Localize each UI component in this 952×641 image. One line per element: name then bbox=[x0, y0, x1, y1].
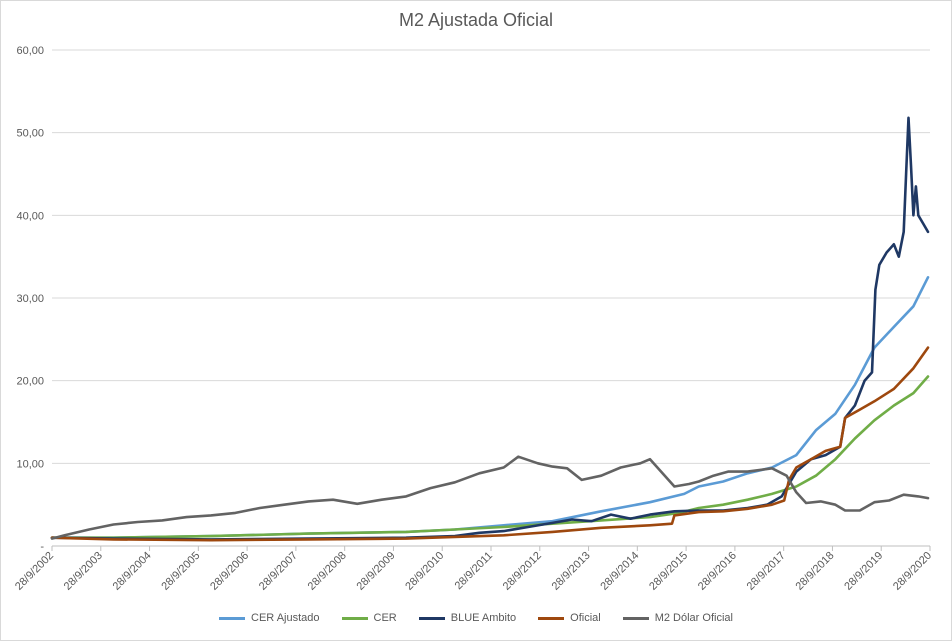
x-tick-label: 28/9/2003 bbox=[62, 550, 105, 593]
chart-title: M2 Ajustada Oficial bbox=[398, 10, 554, 30]
x-tick-label: 28/9/2011 bbox=[453, 550, 496, 593]
series-line-cer bbox=[50, 375, 930, 539]
legend-label: BLUE Ambito bbox=[450, 612, 517, 624]
legend-swatch bbox=[622, 616, 649, 620]
x-tick-label: 28/9/2016 bbox=[696, 550, 739, 593]
x-tick-label: 28/9/2019 bbox=[842, 550, 885, 593]
legend-item: CER Ajustado bbox=[219, 612, 320, 624]
legend-item: Oficial bbox=[538, 612, 601, 624]
y-tick-label: 40,00 bbox=[16, 210, 44, 222]
legend-item: CER bbox=[341, 612, 397, 624]
legend-label: Oficial bbox=[570, 612, 601, 624]
x-tick-label: 28/9/2015 bbox=[647, 550, 690, 593]
y-tick-label: 60,00 bbox=[16, 45, 44, 57]
x-tick-label: 28/9/2010 bbox=[403, 550, 446, 593]
legend-swatch bbox=[418, 616, 445, 620]
x-tick-label: 28/9/2004 bbox=[111, 550, 154, 593]
legend-swatch bbox=[341, 616, 368, 620]
legend-swatch bbox=[538, 616, 565, 620]
x-tick-label: 28/9/2002 bbox=[13, 550, 56, 593]
x-tick-label: 28/9/2005 bbox=[159, 550, 202, 593]
x-axis: 28/9/2002 28/9/2003 28/9/2004 28/9/2005 28/9… bbox=[13, 545, 934, 593]
y-tick-label: - bbox=[40, 541, 44, 553]
legend: CER Ajustado CER BLUE Ambito Oficial M2 Dóla… bbox=[0, 612, 952, 624]
x-tick-label: 28/9/2012 bbox=[501, 550, 544, 593]
legend-item: BLUE Ambito bbox=[418, 612, 517, 624]
series-line-m2-d-lar-oficial bbox=[50, 455, 930, 540]
legend-label: M2 Dólar Oficial bbox=[654, 612, 733, 624]
series-line-oficial bbox=[50, 346, 930, 542]
x-tick-label: 28/9/2018 bbox=[793, 550, 836, 593]
x-tick-label: 28/9/2014 bbox=[598, 550, 641, 593]
x-tick-label: 28/9/2007 bbox=[257, 550, 300, 593]
series-line-cer-ajustado bbox=[50, 276, 930, 539]
y-axis-ticks: - 10,00 20,00 30,00 40,00 50,00 60,00 bbox=[16, 45, 44, 553]
legend-label: CER bbox=[373, 612, 397, 624]
series-line-blue-ambito bbox=[50, 116, 930, 541]
legend-swatch bbox=[219, 616, 246, 620]
y-tick-label: 10,00 bbox=[16, 458, 44, 470]
x-tick-label: 28/9/2020 bbox=[891, 550, 934, 593]
y-tick-label: 30,00 bbox=[16, 293, 44, 305]
legend-item: M2 Dólar Oficial bbox=[622, 612, 733, 624]
y-tick-label: 20,00 bbox=[16, 376, 44, 388]
y-tick-label: 50,00 bbox=[16, 128, 44, 140]
legend-label: CER Ajustado bbox=[251, 612, 320, 624]
x-tick-label: 28/9/2008 bbox=[306, 550, 349, 593]
x-tick-label: 28/9/2013 bbox=[550, 550, 593, 593]
x-tick-label: 28/9/2006 bbox=[208, 550, 251, 593]
series-lines bbox=[50, 116, 930, 542]
x-tick-label: 28/9/2009 bbox=[354, 550, 397, 593]
x-tick-label: 28/9/2017 bbox=[745, 550, 788, 593]
